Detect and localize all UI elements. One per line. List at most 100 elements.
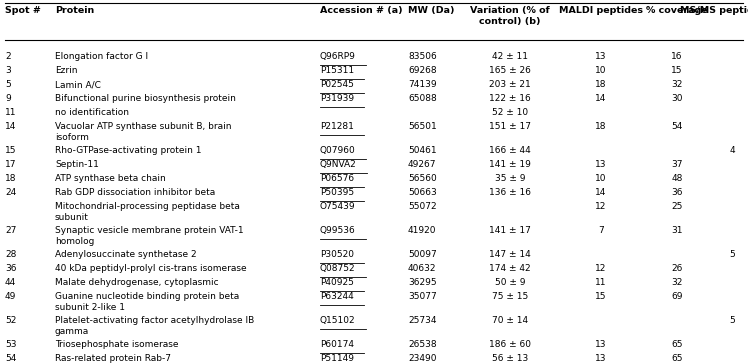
Text: P50395: P50395 — [320, 188, 354, 197]
Text: P06576: P06576 — [320, 174, 354, 183]
Text: P40925: P40925 — [320, 278, 354, 287]
Text: P21281: P21281 — [320, 122, 354, 131]
Text: Triosephosphate isomerase: Triosephosphate isomerase — [55, 340, 179, 349]
Text: P60174: P60174 — [320, 340, 354, 349]
Text: 70 ± 14: 70 ± 14 — [492, 316, 528, 325]
Text: 13: 13 — [595, 354, 607, 363]
Text: 50 ± 9: 50 ± 9 — [494, 278, 525, 287]
Text: % coverage: % coverage — [646, 6, 708, 15]
Text: 14: 14 — [5, 122, 16, 131]
Text: 7: 7 — [598, 226, 604, 235]
Text: 69: 69 — [671, 292, 683, 301]
Text: Variation (% of
control) (b): Variation (% of control) (b) — [470, 6, 550, 26]
Text: 69268: 69268 — [408, 66, 437, 75]
Text: no identification: no identification — [55, 108, 129, 117]
Text: Protein: Protein — [55, 6, 94, 15]
Text: Bifunctional purine biosynthesis protein: Bifunctional purine biosynthesis protein — [55, 94, 236, 103]
Text: 147 ± 14: 147 ± 14 — [489, 250, 531, 259]
Text: 3: 3 — [5, 66, 10, 75]
Text: P63244: P63244 — [320, 292, 354, 301]
Text: Adenylosuccinate synthetase 2: Adenylosuccinate synthetase 2 — [55, 250, 197, 259]
Text: P02545: P02545 — [320, 80, 354, 89]
Text: 5: 5 — [5, 80, 10, 89]
Text: 10: 10 — [595, 66, 607, 75]
Text: 32: 32 — [671, 278, 683, 287]
Text: 14: 14 — [595, 94, 607, 103]
Text: 54: 54 — [5, 354, 16, 363]
Text: Q96RP9: Q96RP9 — [320, 52, 356, 61]
Text: 4: 4 — [729, 146, 735, 155]
Text: 36: 36 — [671, 188, 683, 197]
Text: 30: 30 — [671, 94, 683, 103]
Text: 32: 32 — [671, 80, 683, 89]
Text: 42 ± 11: 42 ± 11 — [492, 52, 528, 61]
Text: 75 ± 15: 75 ± 15 — [492, 292, 528, 301]
Text: Malate dehydrogenase, cytoplasmic: Malate dehydrogenase, cytoplasmic — [55, 278, 218, 287]
Text: 65: 65 — [671, 354, 683, 363]
Text: 5: 5 — [729, 250, 735, 259]
Text: Mitochondrial-processing peptidase beta
subunit: Mitochondrial-processing peptidase beta … — [55, 202, 240, 222]
Text: 151 ± 17: 151 ± 17 — [489, 122, 531, 131]
Text: 31: 31 — [671, 226, 683, 235]
Text: 16: 16 — [671, 52, 683, 61]
Text: 27: 27 — [5, 226, 16, 235]
Text: 24: 24 — [5, 188, 16, 197]
Text: Elongation factor G I: Elongation factor G I — [55, 52, 148, 61]
Text: 166 ± 44: 166 ± 44 — [489, 146, 531, 155]
Text: 26538: 26538 — [408, 340, 437, 349]
Text: 18: 18 — [5, 174, 16, 183]
Text: 50663: 50663 — [408, 188, 437, 197]
Text: MALDI peptides: MALDI peptides — [559, 6, 643, 15]
Text: 2: 2 — [5, 52, 10, 61]
Text: 141 ± 19: 141 ± 19 — [489, 160, 531, 169]
Text: 13: 13 — [595, 160, 607, 169]
Text: 83506: 83506 — [408, 52, 437, 61]
Text: 5: 5 — [729, 316, 735, 325]
Text: 141 ± 17: 141 ± 17 — [489, 226, 531, 235]
Text: 25734: 25734 — [408, 316, 437, 325]
Text: Vacuolar ATP synthase subunit B, brain
isoform: Vacuolar ATP synthase subunit B, brain i… — [55, 122, 231, 142]
Text: 122 ± 16: 122 ± 16 — [489, 94, 531, 103]
Text: Rab GDP dissociation inhibitor beta: Rab GDP dissociation inhibitor beta — [55, 188, 215, 197]
Text: Rho-GTPase-activating protein 1: Rho-GTPase-activating protein 1 — [55, 146, 201, 155]
Text: O75439: O75439 — [320, 202, 355, 211]
Text: 18: 18 — [595, 80, 607, 89]
Text: P51149: P51149 — [320, 354, 354, 363]
Text: Accession # (a): Accession # (a) — [320, 6, 402, 15]
Text: 174 ± 42: 174 ± 42 — [489, 264, 531, 273]
Text: 49267: 49267 — [408, 160, 437, 169]
Text: 52: 52 — [5, 316, 16, 325]
Text: 18: 18 — [595, 122, 607, 131]
Text: Guanine nucleotide binding protein beta
subunit 2-like 1: Guanine nucleotide binding protein beta … — [55, 292, 239, 312]
Text: P15311: P15311 — [320, 66, 354, 75]
Text: 12: 12 — [595, 202, 607, 211]
Text: 136 ± 16: 136 ± 16 — [489, 188, 531, 197]
Text: 65088: 65088 — [408, 94, 437, 103]
Text: Platelet-activating factor acetylhydrolase IB
gamma: Platelet-activating factor acetylhydrola… — [55, 316, 254, 336]
Text: 52 ± 10: 52 ± 10 — [492, 108, 528, 117]
Text: 56 ± 13: 56 ± 13 — [492, 354, 528, 363]
Text: 165 ± 26: 165 ± 26 — [489, 66, 531, 75]
Text: 11: 11 — [595, 278, 607, 287]
Text: 15: 15 — [671, 66, 683, 75]
Text: 15: 15 — [595, 292, 607, 301]
Text: 15: 15 — [5, 146, 16, 155]
Text: 17: 17 — [5, 160, 16, 169]
Text: Q9NVA2: Q9NVA2 — [320, 160, 357, 169]
Text: 12: 12 — [595, 264, 607, 273]
Text: 13: 13 — [595, 340, 607, 349]
Text: 41920: 41920 — [408, 226, 437, 235]
Text: Synaptic vesicle membrane protein VAT-1
homolog: Synaptic vesicle membrane protein VAT-1 … — [55, 226, 244, 246]
Text: 9: 9 — [5, 94, 10, 103]
Text: 49: 49 — [5, 292, 16, 301]
Text: MS/MS peptides (c): MS/MS peptides (c) — [680, 6, 748, 15]
Text: 36: 36 — [5, 264, 16, 273]
Text: 13: 13 — [595, 52, 607, 61]
Text: MW (Da): MW (Da) — [408, 6, 455, 15]
Text: 50097: 50097 — [408, 250, 437, 259]
Text: Q08752: Q08752 — [320, 264, 355, 273]
Text: 40 kDa peptidyl-prolyl cis-trans isomerase: 40 kDa peptidyl-prolyl cis-trans isomera… — [55, 264, 247, 273]
Text: 48: 48 — [671, 174, 683, 183]
Text: 36295: 36295 — [408, 278, 437, 287]
Text: 65: 65 — [671, 340, 683, 349]
